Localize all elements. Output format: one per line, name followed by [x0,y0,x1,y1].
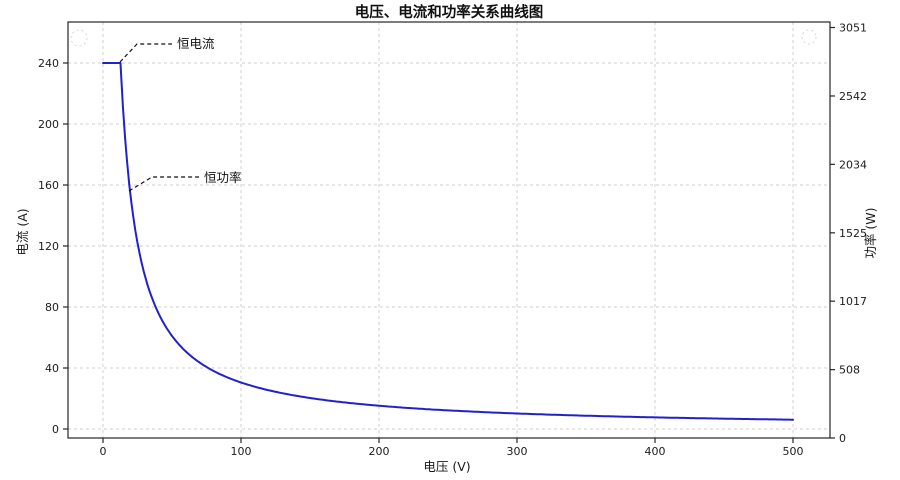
iv-curve [102,62,794,421]
right-y-tick-label: 2034 [839,158,867,171]
left-y-tick-label: 200 [38,118,59,131]
x-tick-label: 400 [645,445,666,458]
tick-labels: 0 100 200 300 400 500 0 40 80 120 160 200 240 0 508 101… [38,22,867,459]
right-y-tick-label: 1525 [839,227,867,240]
gridlines [68,22,830,438]
right-y-tick-label: 1017 [839,295,867,308]
x-axis-label: 电压 (V) [423,459,470,474]
x-tick-label: 300 [507,445,528,458]
right-y-tick-label: 3051 [839,22,867,35]
left-y-tick-label: 240 [38,57,59,70]
x-tick-label: 200 [369,445,390,458]
left-y-tick-label: 160 [38,179,59,192]
top-left-corner-mark [70,29,88,47]
tick-marks [63,26,835,443]
x-tick-label: 0 [100,445,107,458]
x-tick-label: 500 [783,445,804,458]
constant-current-leader-line [119,43,172,63]
corner-dashed-marks [70,29,817,47]
left-y-tick-label: 120 [38,240,59,253]
axes-spines [67,21,831,439]
left-y-tick-label: 80 [45,301,59,314]
plot-area [68,22,830,438]
chart-title: 电压、电流和功率关系曲线图 [355,3,544,21]
x-tick-label: 100 [231,445,252,458]
right-y-axis-label: 功率 (W) [863,207,878,258]
top-right-corner-mark [801,29,817,45]
right-y-tick-label: 2542 [839,90,867,103]
constant-current-annotation: 恒电流 [177,36,215,51]
right-y-tick-label: 0 [839,432,846,445]
left-y-tick-label: 40 [45,362,59,375]
left-y-tick-label: 0 [52,423,59,436]
left-y-axis-label: 电流 (A) [15,208,30,255]
constant-power-leader-line [128,176,199,192]
right-y-tick-label: 508 [839,364,860,377]
constant-power-annotation: 恒功率 [204,170,242,185]
